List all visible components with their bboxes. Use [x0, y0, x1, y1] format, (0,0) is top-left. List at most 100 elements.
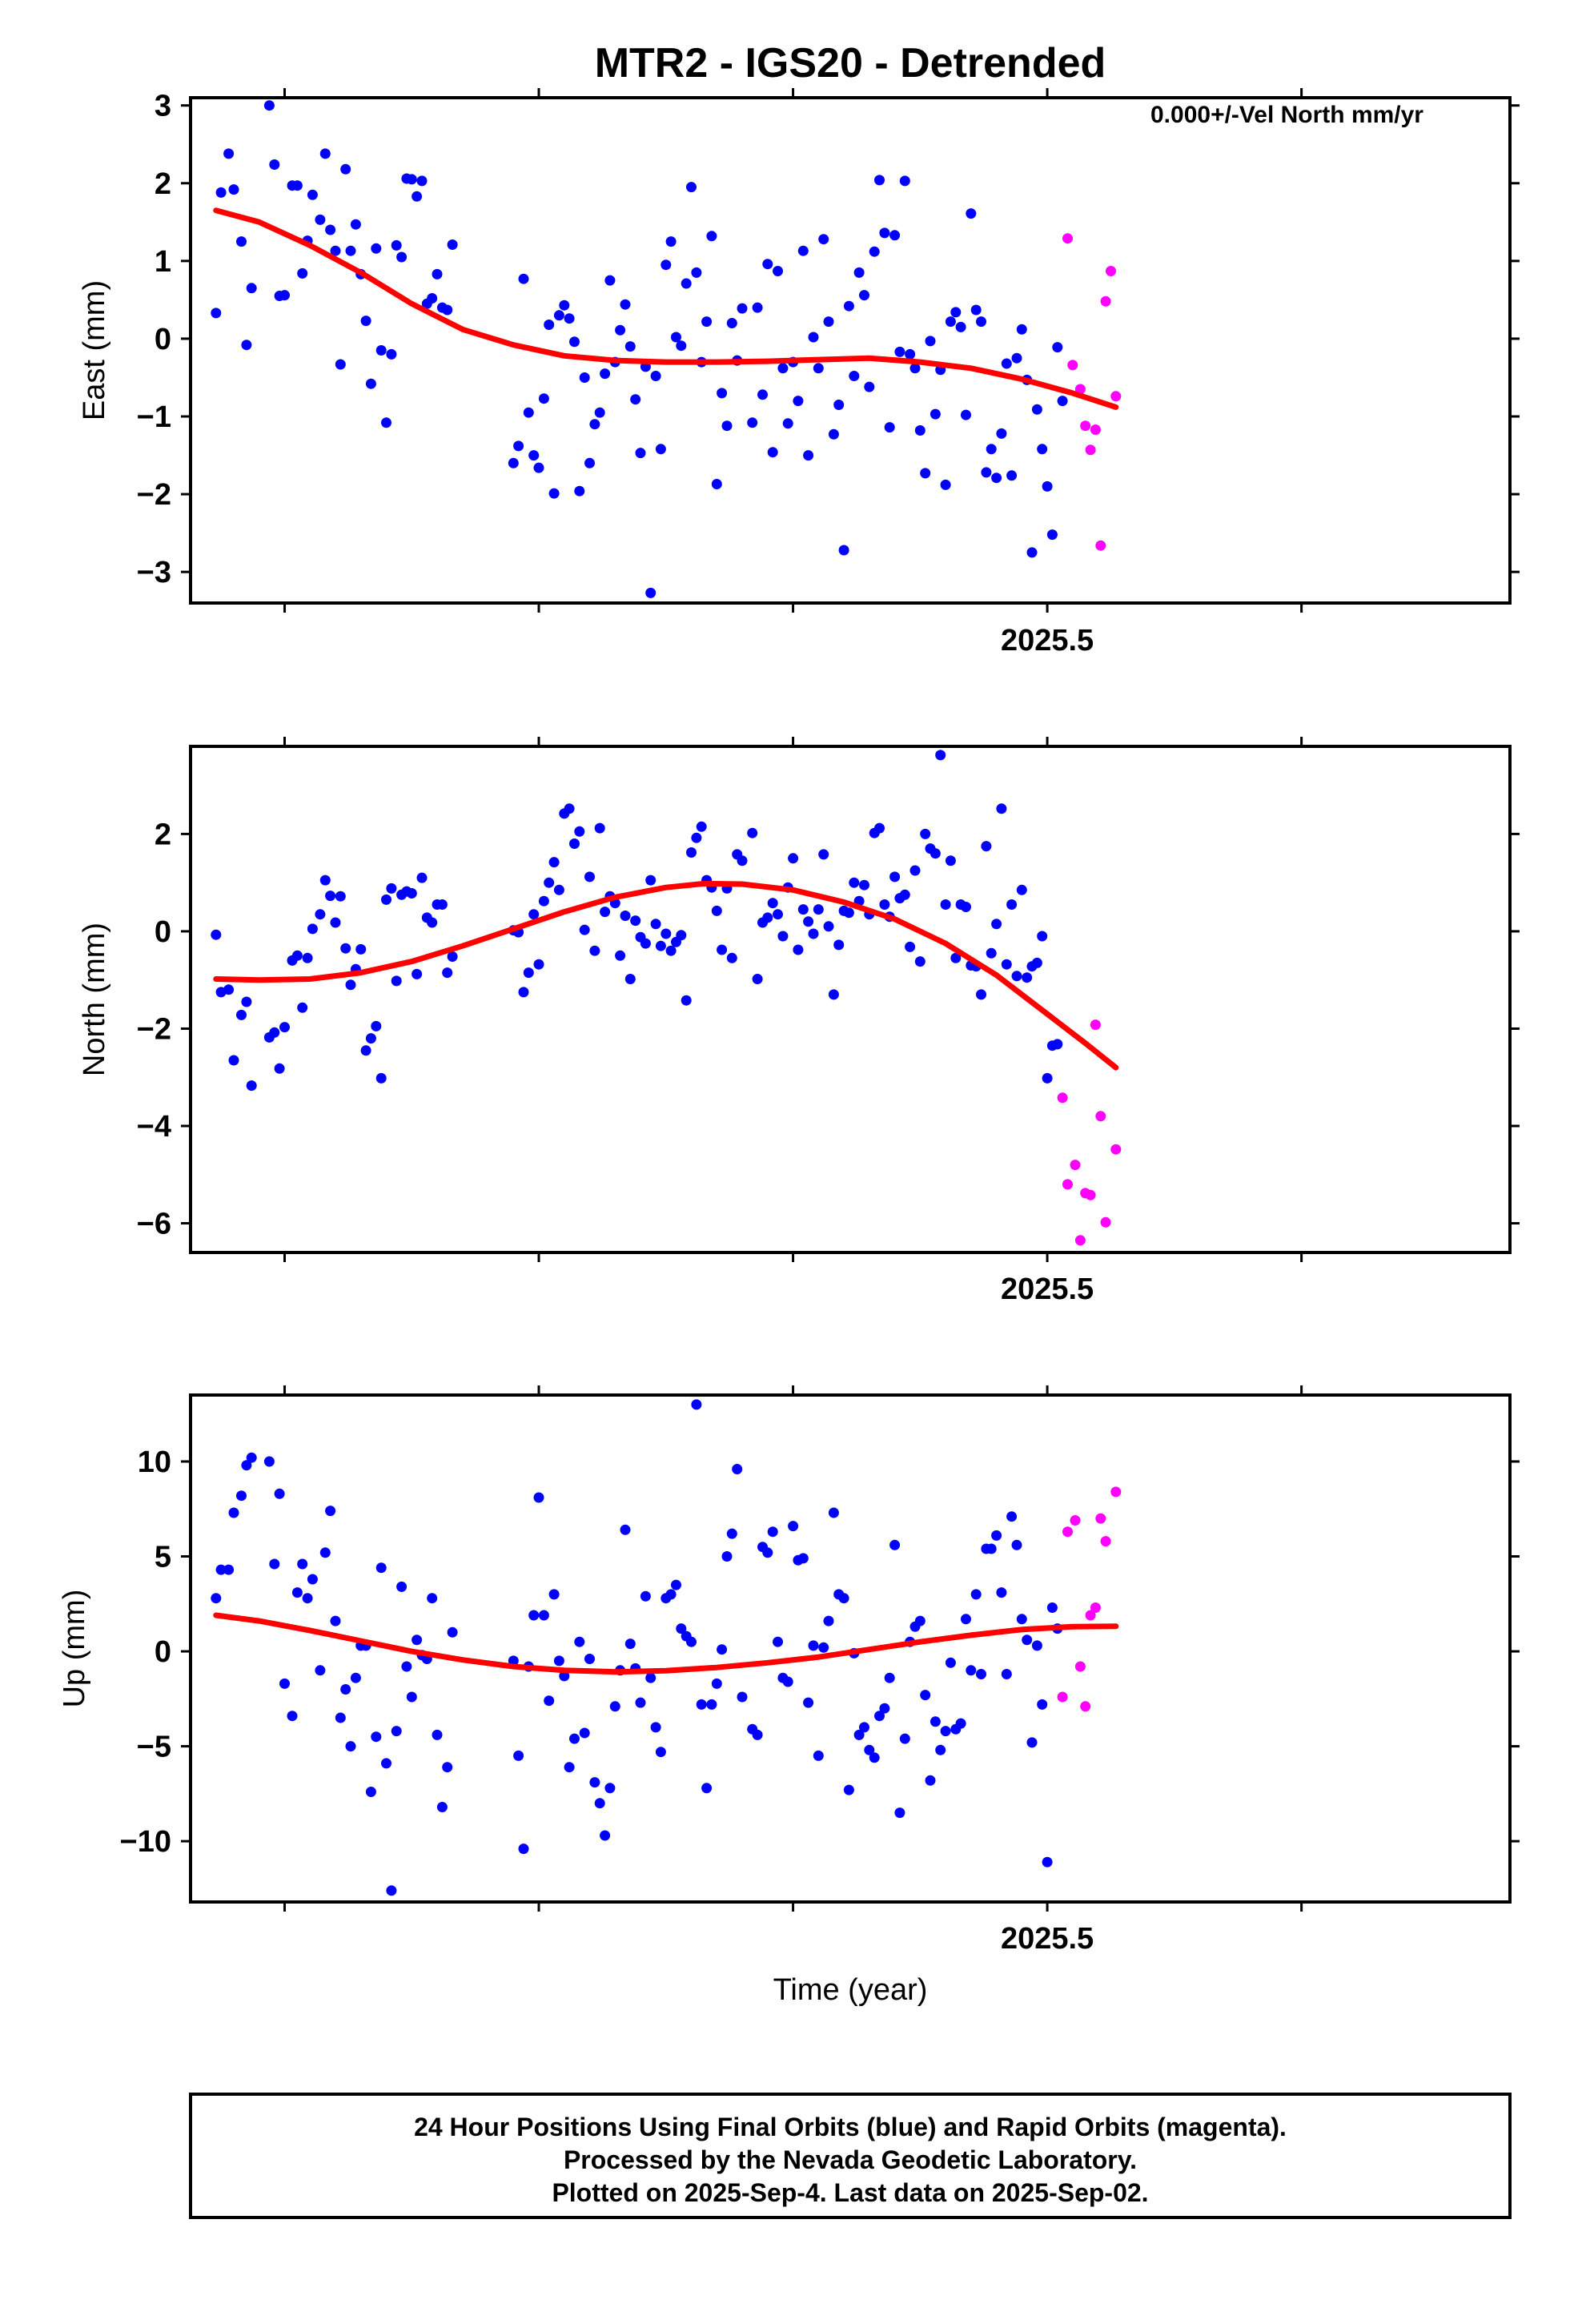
- final-data-point: [884, 422, 895, 433]
- final-data-point: [564, 803, 575, 814]
- final-data-point: [665, 945, 677, 956]
- final-data-point: [899, 1733, 910, 1744]
- final-data-point: [371, 1020, 382, 1031]
- y-tick-label: 2: [155, 167, 171, 201]
- final-data-point: [544, 320, 555, 330]
- final-data-point: [375, 1072, 387, 1084]
- final-data-point: [412, 968, 423, 979]
- final-data-point: [935, 750, 946, 761]
- final-data-point: [553, 1655, 564, 1667]
- final-data-point: [215, 187, 227, 198]
- rapid-data-point: [1062, 233, 1073, 244]
- final-data-point: [432, 1729, 443, 1740]
- final-data-point: [386, 883, 397, 894]
- rapid-data-point: [1062, 1526, 1073, 1538]
- final-data-point: [302, 952, 313, 963]
- final-data-point: [391, 975, 402, 987]
- final-data-point: [797, 1553, 809, 1564]
- final-data-point: [624, 974, 636, 984]
- y-tick-label: −2: [137, 1012, 171, 1046]
- final-data-point: [686, 1636, 697, 1647]
- final-data-point: [291, 180, 303, 191]
- rapid-orbit-points: [1057, 1019, 1122, 1246]
- final-data-point: [274, 1063, 285, 1074]
- final-data-point: [879, 1703, 890, 1714]
- final-data-point: [1022, 972, 1033, 983]
- final-data-point: [375, 1562, 387, 1574]
- final-data-point: [914, 1615, 926, 1626]
- final-data-point: [696, 1699, 707, 1710]
- final-data-point: [925, 336, 936, 347]
- final-data-point: [777, 931, 789, 942]
- final-data-point: [412, 191, 423, 202]
- final-data-point: [1042, 1072, 1053, 1084]
- rapid-data-point: [1067, 360, 1078, 371]
- final-data-point: [1037, 1699, 1048, 1710]
- final-data-point: [360, 1045, 371, 1056]
- y-tick-label: 1: [155, 245, 171, 279]
- final-data-point: [920, 1690, 931, 1701]
- final-data-point: [797, 245, 809, 256]
- final-data-point: [788, 1521, 799, 1532]
- final-data-point: [650, 1722, 661, 1733]
- final-data-point: [1006, 899, 1018, 910]
- final-data-point: [808, 1640, 819, 1651]
- final-data-point: [442, 304, 453, 316]
- final-data-point: [396, 1581, 408, 1592]
- final-data-point: [375, 345, 387, 356]
- final-data-point: [635, 448, 646, 459]
- final-data-point: [640, 938, 651, 949]
- final-data-point: [211, 929, 222, 940]
- final-data-point: [263, 100, 275, 111]
- y-axis-label: Up (mm): [58, 1590, 91, 1708]
- final-data-point: [645, 587, 656, 598]
- final-data-point: [584, 457, 595, 468]
- final-data-point: [940, 899, 951, 910]
- final-data-point: [371, 1731, 382, 1743]
- rapid-data-point: [1100, 1216, 1111, 1228]
- final-data-point: [869, 246, 880, 257]
- final-data-point: [523, 967, 534, 979]
- final-data-point: [600, 368, 611, 380]
- final-data-point: [584, 1654, 595, 1664]
- final-data-point: [874, 822, 885, 834]
- rapid-data-point: [1057, 1092, 1068, 1104]
- final-data-point: [315, 909, 326, 920]
- x-tick-label: 2025.5: [1001, 1273, 1094, 1306]
- final-data-point: [823, 921, 834, 932]
- final-data-point: [818, 234, 829, 245]
- final-data-point: [970, 1589, 982, 1600]
- final-data-point: [961, 1614, 971, 1625]
- final-data-point: [386, 348, 397, 360]
- y-tick-label: 5: [155, 1541, 171, 1574]
- final-data-point: [996, 1587, 1007, 1598]
- y-axis-label: East (mm): [78, 280, 111, 420]
- final-data-point: [991, 919, 1002, 930]
- final-data-point: [706, 1699, 717, 1710]
- rapid-data-point: [1085, 444, 1096, 456]
- final-data-point: [691, 1399, 702, 1410]
- final-data-point: [905, 348, 916, 360]
- y-tick-label: 0: [155, 1635, 171, 1669]
- final-data-point: [447, 951, 458, 962]
- final-data-point: [747, 827, 758, 838]
- final-data-point: [976, 1669, 986, 1679]
- final-data-point: [726, 1528, 737, 1539]
- final-data-point: [874, 175, 885, 186]
- final-data-point: [594, 1798, 605, 1809]
- final-data-point: [747, 417, 758, 428]
- final-data-point: [345, 1741, 356, 1752]
- y-tick-label: −10: [120, 1825, 171, 1859]
- final-data-point: [263, 1456, 275, 1467]
- final-data-point: [624, 341, 636, 352]
- final-data-point: [236, 1009, 247, 1020]
- final-data-point: [981, 841, 992, 852]
- final-data-point: [737, 1691, 748, 1703]
- final-data-point: [773, 1636, 783, 1647]
- final-data-point: [279, 290, 290, 301]
- final-data-point: [340, 1684, 351, 1695]
- final-data-point: [681, 278, 692, 289]
- final-data-point: [604, 275, 616, 286]
- final-data-point: [909, 363, 921, 374]
- final-data-point: [624, 1638, 636, 1650]
